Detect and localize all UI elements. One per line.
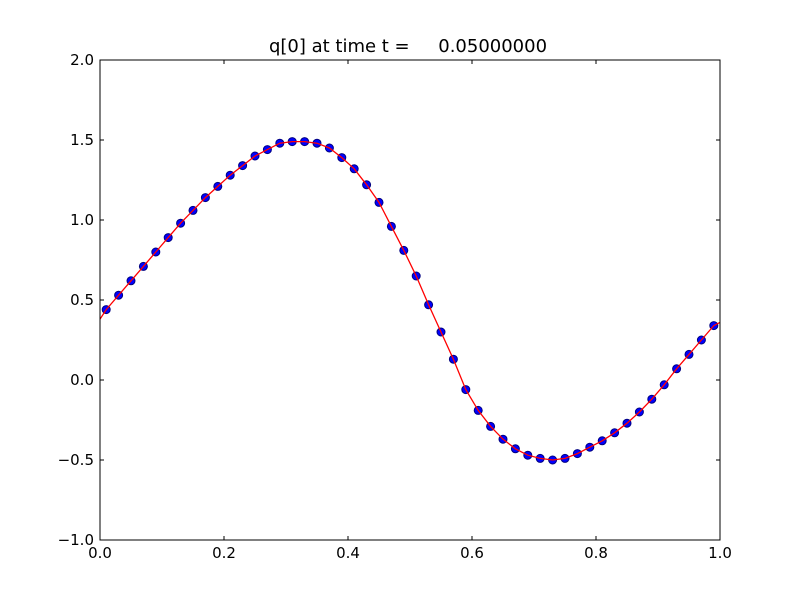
axes-frame — [99, 59, 721, 541]
series-line — [100, 140, 720, 461]
y-tick-label: 0.5 — [70, 291, 94, 309]
y-tick-label: 2.0 — [70, 51, 94, 69]
x-tick-label: 0.4 — [336, 544, 360, 562]
x-tick-label: 0.8 — [584, 544, 608, 562]
x-tick-label: 0.2 — [212, 544, 236, 562]
y-tick-label: −1.0 — [58, 531, 94, 549]
plot-area — [100, 137, 720, 465]
x-tick-label: 1.0 — [708, 544, 732, 562]
y-tick-label: 0.0 — [70, 371, 94, 389]
y-tick-label: 1.5 — [70, 131, 94, 149]
y-tick-label: 1.0 — [70, 211, 94, 229]
x-tick-label: 0.0 — [88, 544, 112, 562]
x-tick-label: 0.6 — [460, 544, 484, 562]
y-tick-label: −0.5 — [58, 451, 94, 469]
marker-series — [101, 137, 719, 465]
chart-title: q[0] at time t = 0.05000000 — [269, 36, 547, 57]
axis-ticks: 0.0 0.2 0.4 0.6 0.8 1.0 −1.0 −0.5 0.0 0.5 1.0 1.5 2.… — [58, 51, 732, 562]
